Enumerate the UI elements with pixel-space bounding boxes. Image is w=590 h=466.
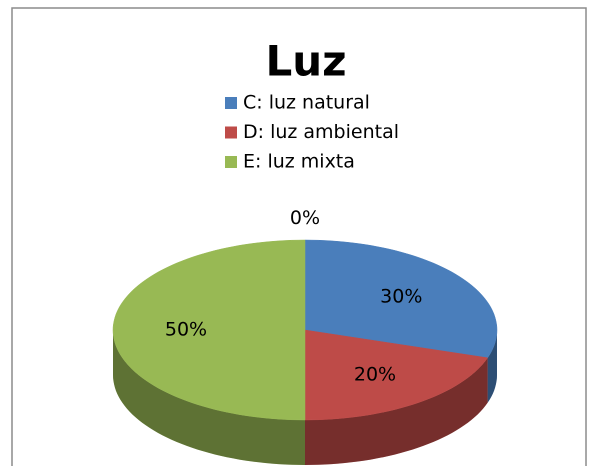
data-label: 30% [380, 286, 422, 308]
chart-title: Luz [265, 37, 346, 86]
slice-side [305, 357, 488, 465]
slice-side [487, 330, 497, 403]
slice-side-shade [487, 330, 497, 403]
slice-side-shade [305, 357, 488, 465]
slice [304, 239, 498, 359]
legend-swatch [225, 156, 237, 168]
legend-label: E: luz mixta [243, 151, 355, 173]
legend-swatch [225, 97, 237, 109]
legend-label: D: luz ambiental [243, 121, 399, 143]
slice [304, 329, 489, 421]
data-label: 0% [290, 207, 320, 229]
legend-label: C: luz natural [243, 92, 370, 114]
data-label: 20% [354, 364, 396, 386]
slice-side-shade [113, 330, 305, 465]
slice [112, 239, 306, 421]
legend-swatch [225, 126, 237, 139]
slice-side [113, 330, 305, 465]
data-label: 50% [165, 319, 207, 341]
